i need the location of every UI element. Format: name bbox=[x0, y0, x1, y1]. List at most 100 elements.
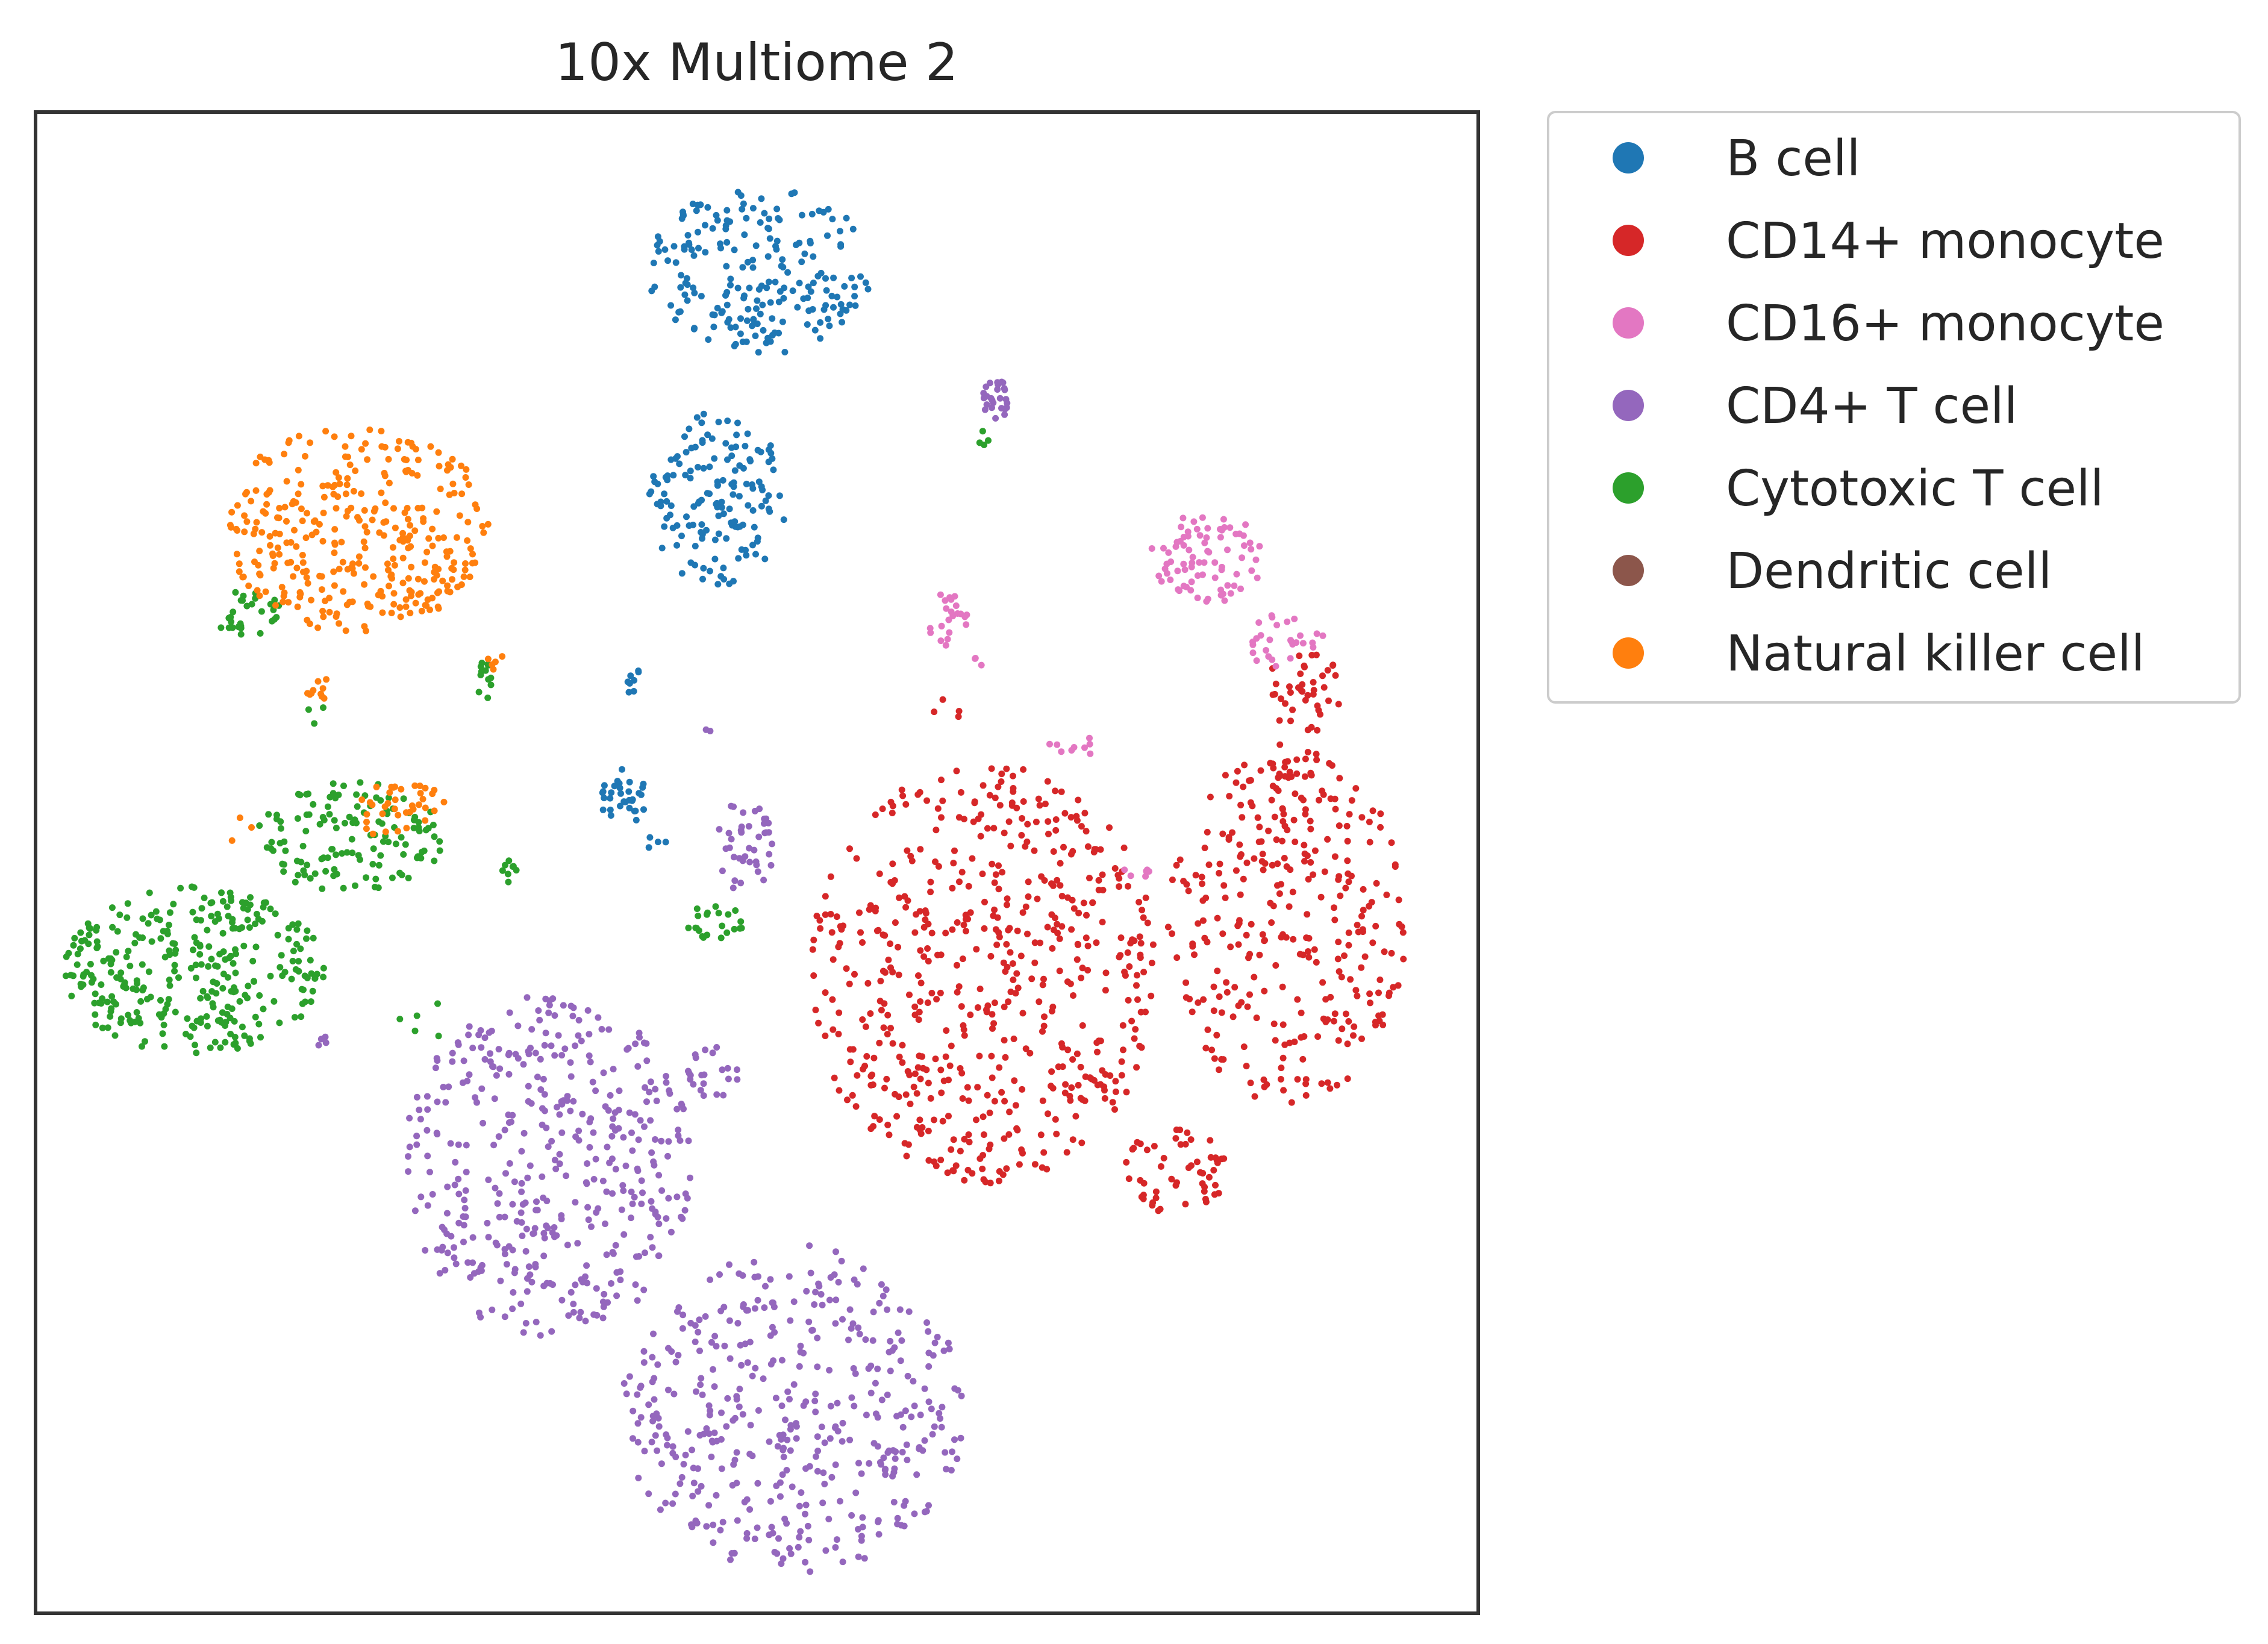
data-point bbox=[812, 1007, 819, 1013]
data-point bbox=[558, 1129, 566, 1136]
data-point bbox=[1143, 866, 1151, 874]
data-point bbox=[502, 861, 508, 869]
data-point bbox=[501, 1246, 508, 1253]
data-point bbox=[606, 1159, 613, 1166]
data-point bbox=[1039, 1164, 1046, 1171]
data-point bbox=[1358, 913, 1365, 920]
data-point bbox=[745, 305, 752, 313]
data-point bbox=[1243, 859, 1251, 866]
data-point bbox=[867, 1389, 875, 1396]
data-point bbox=[331, 481, 339, 489]
data-point bbox=[301, 972, 308, 980]
data-point bbox=[187, 1033, 194, 1040]
data-point bbox=[1325, 697, 1332, 704]
data-point bbox=[575, 1032, 582, 1039]
data-point bbox=[667, 511, 673, 519]
data-point bbox=[952, 1162, 960, 1169]
data-point bbox=[662, 1499, 669, 1507]
data-point bbox=[1192, 872, 1199, 879]
data-point bbox=[226, 522, 234, 529]
data-point bbox=[370, 845, 377, 852]
data-point bbox=[1287, 637, 1294, 644]
data-point bbox=[293, 926, 301, 933]
data-point bbox=[304, 927, 311, 934]
data-point bbox=[1073, 956, 1081, 963]
data-point bbox=[1175, 586, 1182, 593]
data-point bbox=[1061, 810, 1069, 817]
data-point bbox=[994, 386, 1001, 393]
data-point bbox=[1086, 734, 1093, 742]
data-point bbox=[400, 851, 407, 858]
data-point bbox=[1286, 768, 1293, 775]
data-point bbox=[425, 825, 432, 832]
data-point bbox=[1050, 927, 1057, 934]
data-point bbox=[1058, 893, 1066, 899]
data-point bbox=[727, 1556, 734, 1563]
data-point bbox=[979, 428, 986, 435]
data-point bbox=[841, 283, 848, 290]
data-point bbox=[258, 529, 266, 536]
data-point bbox=[553, 1232, 560, 1239]
data-point bbox=[996, 1064, 1003, 1071]
data-point bbox=[957, 789, 964, 796]
data-point bbox=[1210, 1167, 1217, 1174]
data-point bbox=[757, 219, 764, 226]
data-point bbox=[1253, 1014, 1260, 1022]
data-point bbox=[1164, 924, 1172, 931]
data-point bbox=[1335, 939, 1342, 946]
data-point bbox=[1354, 922, 1361, 928]
data-point bbox=[866, 1460, 873, 1467]
data-point bbox=[983, 1008, 990, 1016]
data-point bbox=[625, 788, 633, 795]
legend-entry: CD14+ monocyte bbox=[1613, 213, 2164, 270]
data-point bbox=[714, 481, 721, 489]
data-point bbox=[732, 907, 739, 914]
data-point bbox=[1178, 524, 1185, 531]
data-point bbox=[296, 589, 304, 596]
data-point bbox=[654, 242, 661, 249]
data-point bbox=[189, 908, 196, 916]
data-point bbox=[1080, 899, 1087, 907]
data-point bbox=[990, 912, 997, 919]
data-point bbox=[1313, 756, 1320, 763]
data-point bbox=[396, 438, 402, 445]
data-point bbox=[447, 464, 454, 471]
data-point bbox=[642, 1249, 648, 1257]
data-point bbox=[1366, 902, 1373, 910]
data-point bbox=[501, 1213, 508, 1220]
data-point bbox=[388, 610, 395, 616]
data-point bbox=[524, 1275, 531, 1282]
data-point bbox=[715, 910, 722, 917]
data-point bbox=[989, 1025, 996, 1032]
data-point bbox=[350, 570, 357, 577]
data-point bbox=[716, 1271, 723, 1278]
data-point bbox=[320, 964, 327, 972]
data-point bbox=[665, 1345, 672, 1352]
data-point bbox=[904, 1457, 911, 1463]
data-point bbox=[680, 212, 687, 219]
data-point bbox=[552, 1165, 560, 1172]
data-point bbox=[1304, 749, 1311, 755]
data-point bbox=[832, 1320, 839, 1327]
data-point bbox=[579, 1110, 586, 1117]
data-point bbox=[950, 1167, 957, 1175]
data-point bbox=[916, 789, 923, 796]
data-point bbox=[607, 806, 614, 813]
data-point bbox=[300, 568, 307, 575]
legend-label: CD4+ T cell bbox=[1726, 378, 2018, 435]
data-point bbox=[787, 1317, 794, 1324]
data-point bbox=[863, 1411, 870, 1419]
data-point bbox=[441, 1226, 448, 1233]
data-point bbox=[267, 905, 274, 913]
data-point bbox=[448, 1233, 455, 1240]
data-point bbox=[1196, 559, 1203, 566]
data-point bbox=[241, 1032, 248, 1039]
data-point bbox=[499, 867, 506, 874]
data-point bbox=[804, 1522, 811, 1530]
data-point bbox=[734, 524, 742, 531]
data-point bbox=[427, 443, 434, 450]
data-point bbox=[631, 1193, 638, 1201]
data-point bbox=[875, 1531, 883, 1538]
data-point bbox=[493, 1072, 500, 1079]
data-point bbox=[829, 1026, 837, 1033]
